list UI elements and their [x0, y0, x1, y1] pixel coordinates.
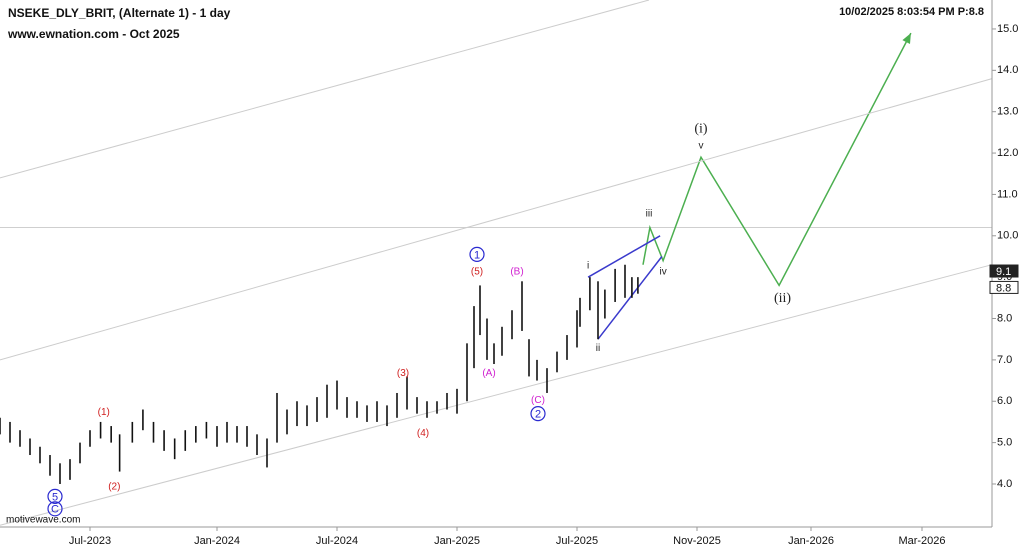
- y-tick-label: 7.0: [997, 354, 1012, 366]
- wave-label: (3): [397, 368, 409, 379]
- y-tick-label: 8.0: [997, 312, 1012, 324]
- wave-label: (i): [694, 121, 708, 136]
- y-tick-label: 15.0: [997, 23, 1018, 35]
- y-tick-label: 5.0: [997, 437, 1012, 449]
- y-tick-label: 12.0: [997, 147, 1018, 159]
- chart-title: NSEKE_DLY_BRIT, (Alternate 1) - 1 day: [8, 6, 231, 20]
- series-line: [587, 235, 661, 278]
- x-tick-label: Mar-2026: [898, 535, 945, 547]
- wave-label: (5): [471, 267, 483, 278]
- plot-area: 5C(1)(2)(3)(4)(5)1(B)(A)(C)2iiiiiiivv(i)…: [0, 0, 993, 526]
- wave-circle: [469, 246, 485, 262]
- wave-label: v: [698, 140, 703, 151]
- wave-circle: [530, 406, 546, 422]
- price-tag-label: 8.8: [996, 282, 1011, 294]
- y-tick-label: 4.0: [997, 478, 1012, 490]
- arrow-head: [902, 33, 911, 45]
- wave-label: C: [51, 504, 59, 516]
- timestamp: 10/02/2025 8:03:54 PM P:8.8: [839, 6, 984, 18]
- series-line: [597, 256, 663, 340]
- x-tick-label: Jul-2024: [316, 535, 358, 547]
- wave-label: iv: [659, 267, 666, 278]
- wave-label: (2): [108, 482, 120, 493]
- price-tag-label: 9.1: [996, 266, 1011, 278]
- x-tick-label: Jan-2026: [788, 535, 834, 547]
- x-tick-label: Jan-2025: [434, 535, 480, 547]
- x-tick-label: Jul-2025: [556, 535, 598, 547]
- x-tick-label: Jan-2024: [194, 535, 240, 547]
- series-line: [0, 0, 650, 179]
- watermark: motivewave.com: [6, 515, 80, 526]
- wave-label: ii: [596, 343, 600, 354]
- wave-label: 1: [474, 249, 480, 261]
- wave-label: i: [587, 260, 589, 271]
- wave-circle: [47, 488, 63, 504]
- wave-label: (C): [531, 395, 545, 406]
- y-tick-label: 10.0: [997, 230, 1018, 242]
- wave-label: 5: [52, 491, 58, 503]
- price-tag: [989, 280, 1019, 294]
- series-line: [642, 32, 912, 287]
- x-tick-label: Jul-2023: [69, 535, 111, 547]
- wave-label: 2: [535, 409, 541, 421]
- x-tick-label: Nov-2025: [673, 535, 721, 547]
- wave-label: (A): [482, 368, 495, 379]
- price-tag: [989, 264, 1019, 278]
- wave-label: (4): [417, 428, 429, 439]
- wave-circle: [47, 501, 63, 517]
- y-tick-label: 6.0: [997, 395, 1012, 407]
- y-tick-label: 11.0: [997, 188, 1018, 200]
- wave-label: iii: [646, 209, 653, 220]
- wave-label: (ii): [774, 291, 791, 306]
- wave-label: (B): [510, 267, 523, 278]
- series-line: [0, 78, 993, 361]
- series-line: [0, 264, 993, 526]
- y-tick-label: 13.0: [997, 106, 1018, 118]
- y-tick-label: 14.0: [997, 64, 1018, 76]
- chart-subtitle: www.ewnation.com - Oct 2025: [7, 27, 180, 41]
- wave-label: (1): [98, 407, 110, 418]
